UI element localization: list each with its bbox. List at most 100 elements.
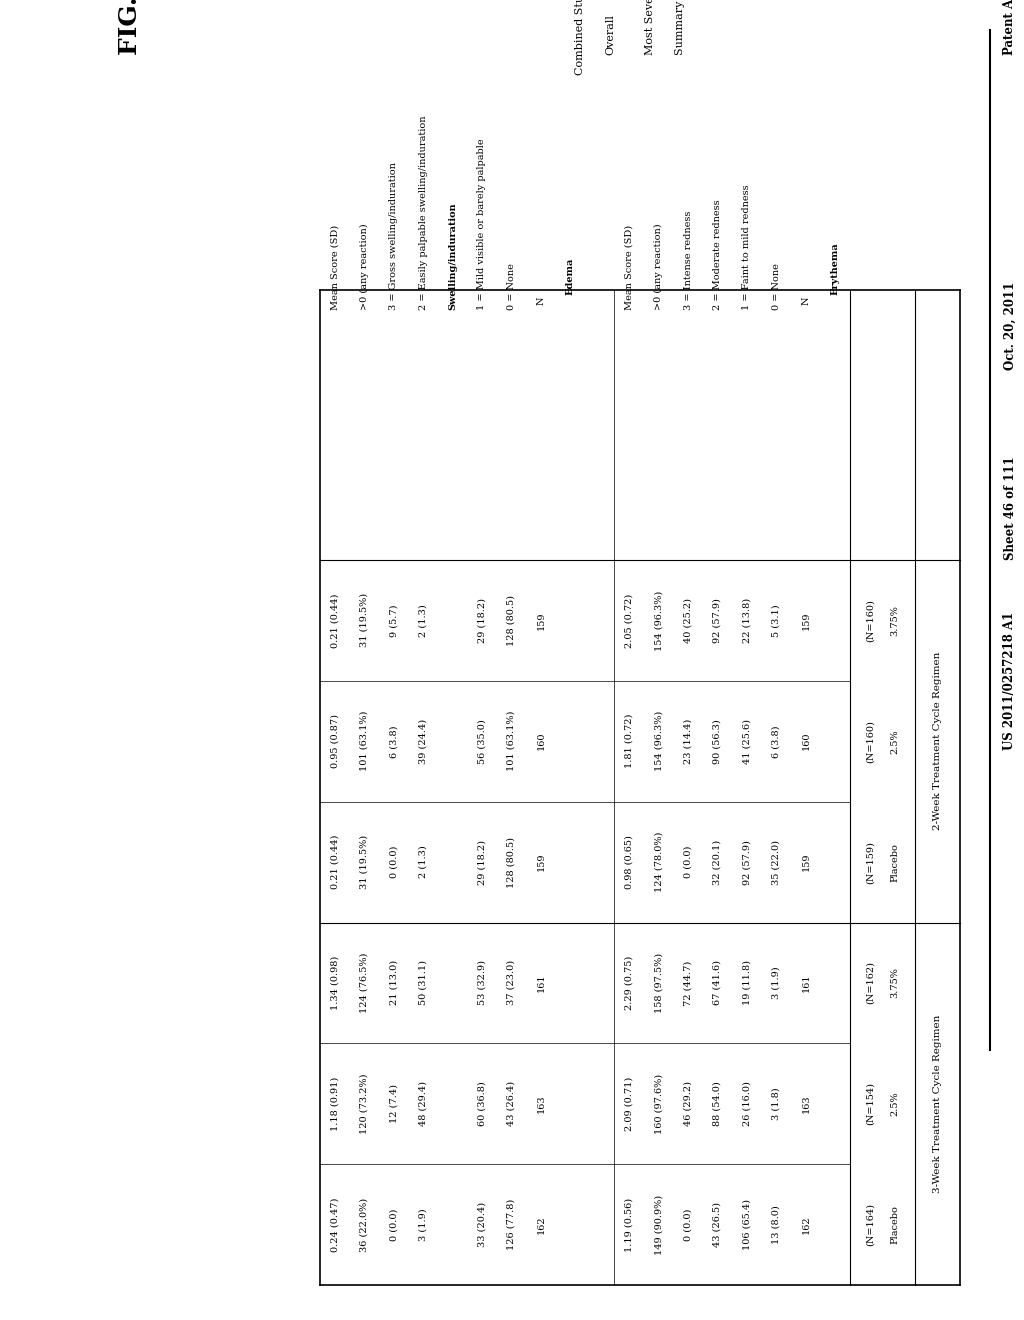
- Text: 161: 161: [537, 974, 546, 993]
- Text: 0 (0.0): 0 (0.0): [684, 1208, 692, 1241]
- Text: 124 (78.0%): 124 (78.0%): [654, 832, 664, 892]
- Text: 6 (3.8): 6 (3.8): [772, 725, 781, 758]
- Text: 2.5%: 2.5%: [890, 1092, 899, 1117]
- Text: 101 (63.1%): 101 (63.1%): [507, 711, 516, 771]
- Text: 2 (1.3): 2 (1.3): [419, 846, 428, 878]
- Text: 128 (80.5): 128 (80.5): [507, 595, 516, 645]
- Text: 92 (57.9): 92 (57.9): [713, 598, 722, 643]
- Text: 5 (3.1): 5 (3.1): [772, 605, 781, 636]
- Text: N: N: [537, 297, 546, 305]
- Text: 41 (25.6): 41 (25.6): [742, 719, 752, 764]
- Text: 2.5%: 2.5%: [890, 729, 899, 754]
- Text: 160 (97.6%): 160 (97.6%): [654, 1073, 664, 1134]
- Text: 50 (31.1): 50 (31.1): [419, 961, 428, 1006]
- Text: 154 (96.3%): 154 (96.3%): [654, 590, 664, 651]
- Text: 1 = Mild visible or barely palpable: 1 = Mild visible or barely palpable: [477, 139, 486, 310]
- Text: Mean Score (SD): Mean Score (SD): [330, 224, 339, 310]
- Text: 159: 159: [537, 611, 546, 630]
- Text: Sheet 46 of 111: Sheet 46 of 111: [1004, 457, 1017, 560]
- Text: 26 (16.0): 26 (16.0): [742, 1081, 752, 1126]
- Text: Most Severe Reaction Grade During Study: Most Severe Reaction Grade During Study: [645, 0, 655, 55]
- Text: Oct. 20, 2011: Oct. 20, 2011: [1004, 281, 1017, 370]
- Text: 124 (76.5%): 124 (76.5%): [359, 953, 369, 1014]
- Text: 12 (7.4): 12 (7.4): [389, 1084, 398, 1123]
- Text: 32 (20.1): 32 (20.1): [713, 840, 722, 884]
- Text: 158 (97.5%): 158 (97.5%): [654, 953, 664, 1012]
- Text: Placebo: Placebo: [890, 842, 899, 882]
- Text: 0 = None: 0 = None: [772, 263, 781, 310]
- Text: (N=160): (N=160): [866, 719, 874, 763]
- Text: (N=159): (N=159): [866, 841, 874, 883]
- Text: Edema: Edema: [566, 257, 574, 294]
- Text: Combined Studies, ITT Population: Combined Studies, ITT Population: [575, 0, 585, 75]
- Text: 3-Week Treatment Cycle Regimen: 3-Week Treatment Cycle Regimen: [933, 1015, 942, 1193]
- Text: Swelling/induration: Swelling/induration: [449, 202, 457, 310]
- Text: 149 (90.9%): 149 (90.9%): [654, 1195, 664, 1254]
- Text: 46 (29.2): 46 (29.2): [684, 1081, 692, 1126]
- Text: 0 (0.0): 0 (0.0): [389, 1208, 398, 1241]
- Text: 159: 159: [537, 853, 546, 871]
- Text: 120 (73.2%): 120 (73.2%): [359, 1073, 369, 1134]
- Text: 40 (25.2): 40 (25.2): [684, 598, 692, 643]
- Text: 29 (18.2): 29 (18.2): [477, 598, 486, 643]
- Text: 1.81 (0.72): 1.81 (0.72): [625, 714, 634, 768]
- Text: 3 = Intense redness: 3 = Intense redness: [684, 211, 692, 310]
- Text: (N=154): (N=154): [866, 1082, 874, 1125]
- Text: 160: 160: [537, 733, 546, 751]
- Text: 56 (35.0): 56 (35.0): [477, 719, 486, 764]
- Text: 162: 162: [802, 1216, 810, 1234]
- Text: Mean Score (SD): Mean Score (SD): [625, 224, 634, 310]
- Text: 13 (8.0): 13 (8.0): [772, 1205, 781, 1243]
- Text: FIG. 16A: FIG. 16A: [118, 0, 142, 55]
- Text: 101 (63.1%): 101 (63.1%): [359, 711, 369, 771]
- Text: Patent Application Publication: Patent Application Publication: [1004, 0, 1017, 55]
- Text: 0 = None: 0 = None: [507, 263, 516, 310]
- Text: 163: 163: [802, 1094, 810, 1113]
- Text: 2.09 (0.71): 2.09 (0.71): [625, 1077, 634, 1131]
- Text: >0 (any reaction): >0 (any reaction): [654, 223, 664, 310]
- Text: 154 (96.3%): 154 (96.3%): [654, 711, 664, 771]
- Text: (N=164): (N=164): [866, 1203, 874, 1246]
- Text: 31 (19.5%): 31 (19.5%): [359, 594, 369, 648]
- Text: 37 (23.0): 37 (23.0): [507, 961, 516, 1006]
- Text: 0.21 (0.44): 0.21 (0.44): [330, 593, 339, 648]
- Text: >0 (any reaction): >0 (any reaction): [359, 223, 369, 310]
- Text: 21 (13.0): 21 (13.0): [389, 961, 398, 1006]
- Text: N: N: [802, 297, 810, 305]
- Text: 1.18 (0.91): 1.18 (0.91): [330, 1077, 339, 1131]
- Text: 159: 159: [802, 853, 810, 871]
- Text: 29 (18.2): 29 (18.2): [477, 840, 486, 884]
- Text: Erythema: Erythema: [830, 243, 840, 294]
- Text: 0.24 (0.47): 0.24 (0.47): [330, 1197, 339, 1251]
- Text: 159: 159: [802, 611, 810, 630]
- Text: 126 (77.8): 126 (77.8): [507, 1199, 516, 1250]
- Text: 128 (80.5): 128 (80.5): [507, 837, 516, 887]
- Text: 0.21 (0.44): 0.21 (0.44): [330, 834, 339, 890]
- Text: 2 (1.3): 2 (1.3): [419, 605, 428, 636]
- Text: 72 (44.7): 72 (44.7): [684, 960, 692, 1006]
- Text: 1 = Faint to mild redness: 1 = Faint to mild redness: [742, 185, 752, 310]
- Text: US 2011/0257218 A1: US 2011/0257218 A1: [1004, 611, 1017, 750]
- Text: 0.95 (0.87): 0.95 (0.87): [330, 714, 339, 768]
- Text: 160: 160: [802, 733, 810, 751]
- Text: 3 (1.9): 3 (1.9): [772, 966, 781, 999]
- Text: 19 (11.8): 19 (11.8): [742, 961, 752, 1006]
- Text: 0.98 (0.65): 0.98 (0.65): [625, 836, 634, 890]
- Text: 3 (1.8): 3 (1.8): [772, 1088, 781, 1121]
- Text: 48 (29.4): 48 (29.4): [419, 1081, 428, 1126]
- Text: 162: 162: [537, 1216, 546, 1234]
- Text: 31 (19.5%): 31 (19.5%): [359, 836, 369, 890]
- Text: 9 (5.7): 9 (5.7): [389, 605, 398, 636]
- Text: 3 (1.9): 3 (1.9): [419, 1208, 428, 1241]
- Text: (N=160): (N=160): [866, 599, 874, 642]
- Text: 43 (26.5): 43 (26.5): [713, 1203, 722, 1247]
- Text: 3.75%: 3.75%: [890, 605, 899, 636]
- Text: (N=162): (N=162): [866, 961, 874, 1005]
- Text: 39 (24.4): 39 (24.4): [419, 718, 428, 764]
- Text: Overall: Overall: [605, 15, 615, 55]
- Text: 0 (0.0): 0 (0.0): [684, 846, 692, 878]
- Text: 60 (36.8): 60 (36.8): [477, 1081, 486, 1126]
- Text: 23 (14.4): 23 (14.4): [684, 718, 692, 764]
- Text: 3 = Gross swelling/induration: 3 = Gross swelling/induration: [389, 162, 398, 310]
- Text: 43 (26.4): 43 (26.4): [507, 1081, 516, 1126]
